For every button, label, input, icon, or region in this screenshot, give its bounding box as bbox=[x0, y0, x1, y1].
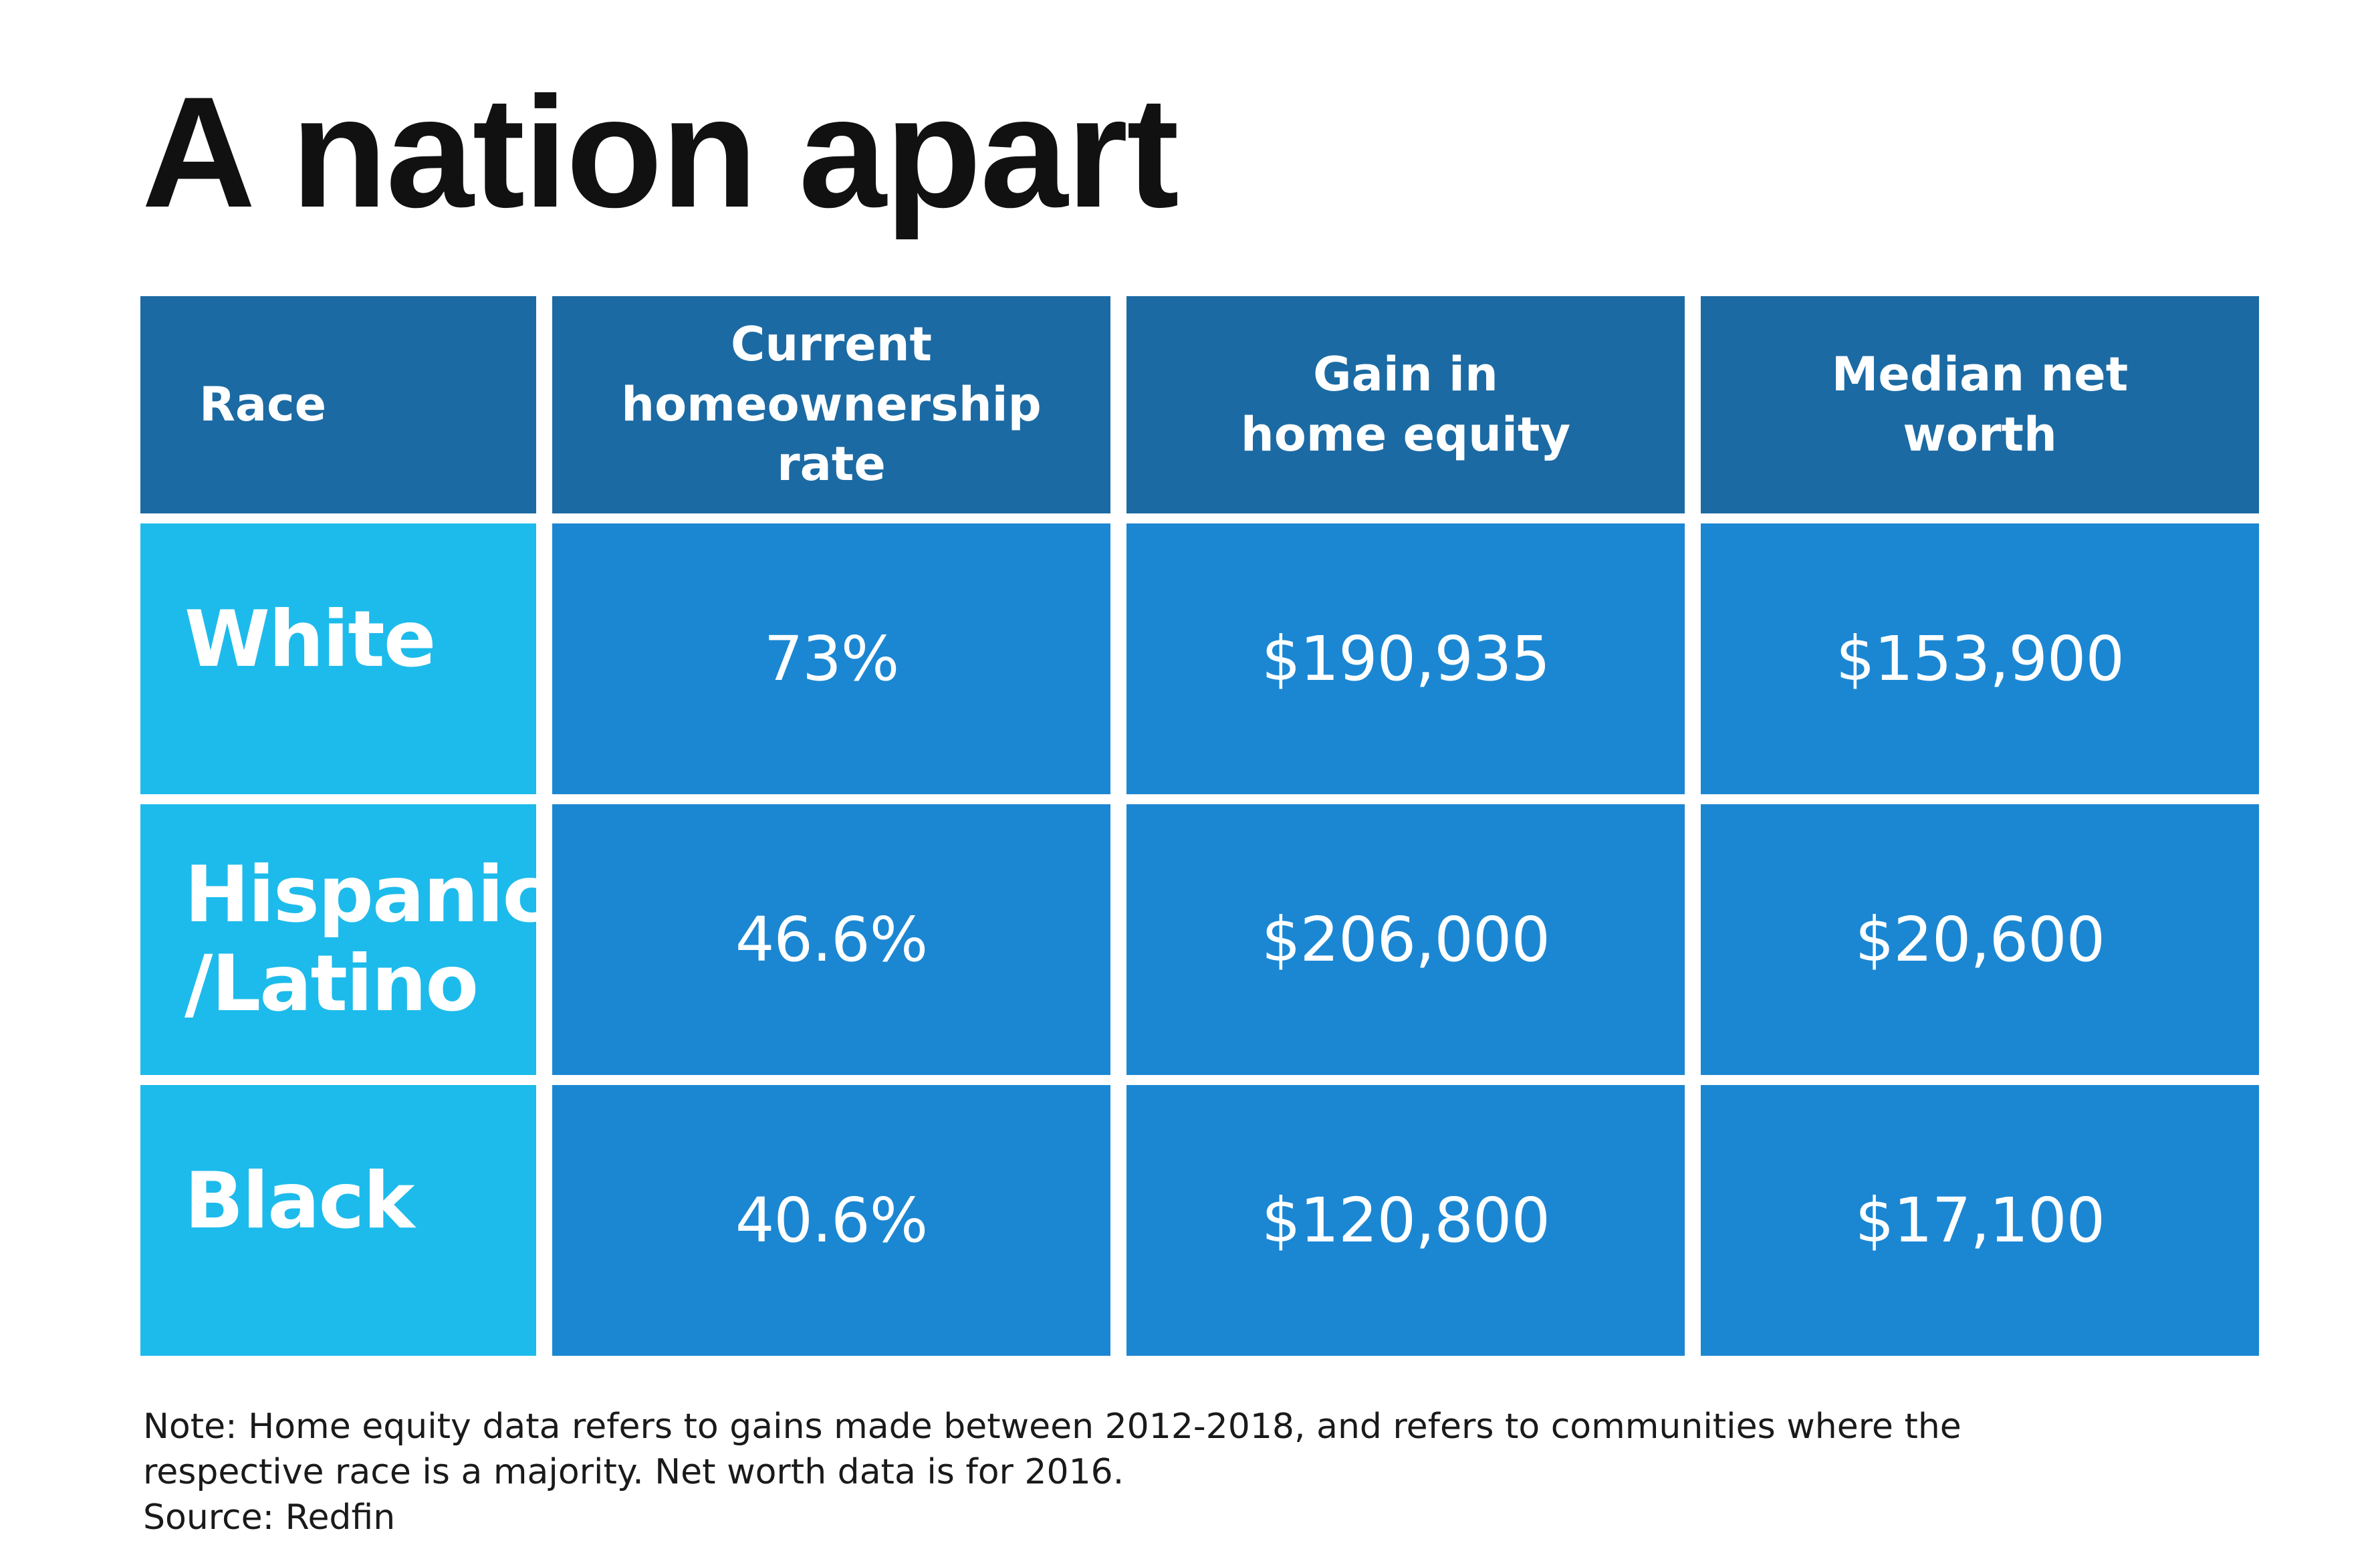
cell-black-homeownership-rate: 40.6% bbox=[552, 1085, 1110, 1356]
column-header-homeownership-rate: Current homeownership rate bbox=[552, 296, 1110, 513]
note-line-1: Note: Home equity data refers to gains m… bbox=[143, 1407, 1961, 1447]
cell-white-home-equity-gain: $190,935 bbox=[1126, 523, 1685, 794]
row-label-hispanic-latino: Hispanic/Latino bbox=[140, 804, 548, 1075]
cell-hispanic-home-equity-gain: $206,000 bbox=[1126, 804, 1685, 1075]
row-label-white: White bbox=[140, 523, 536, 794]
cell-white-homeownership-rate: 73% bbox=[552, 523, 1110, 794]
footnote: Note: Home equity data refers to gains m… bbox=[143, 1404, 2282, 1540]
cell-hispanic-homeownership-rate: 46.6% bbox=[552, 804, 1110, 1075]
note-line-2: respective race is a majority. Net worth… bbox=[143, 1452, 1124, 1492]
column-header-race: Race bbox=[140, 296, 536, 513]
cell-hispanic-median-net-worth: $20,600 bbox=[1701, 804, 2259, 1075]
cell-black-home-equity-gain: $120,800 bbox=[1126, 1085, 1685, 1356]
data-table: Race Current homeownership rate Gain in hom… bbox=[140, 296, 2259, 1356]
row-label-black: Black bbox=[140, 1085, 536, 1356]
cell-black-median-net-worth: $17,100 bbox=[1701, 1085, 2259, 1356]
source-credit: Source: Redfin bbox=[143, 1498, 396, 1538]
cell-white-median-net-worth: $153,900 bbox=[1701, 523, 2259, 794]
column-header-median-net-worth: Median net worth bbox=[1701, 296, 2259, 513]
page-title: A nation apart bbox=[142, 64, 1179, 241]
column-header-home-equity-gain: Gain in home equity bbox=[1126, 296, 1685, 513]
